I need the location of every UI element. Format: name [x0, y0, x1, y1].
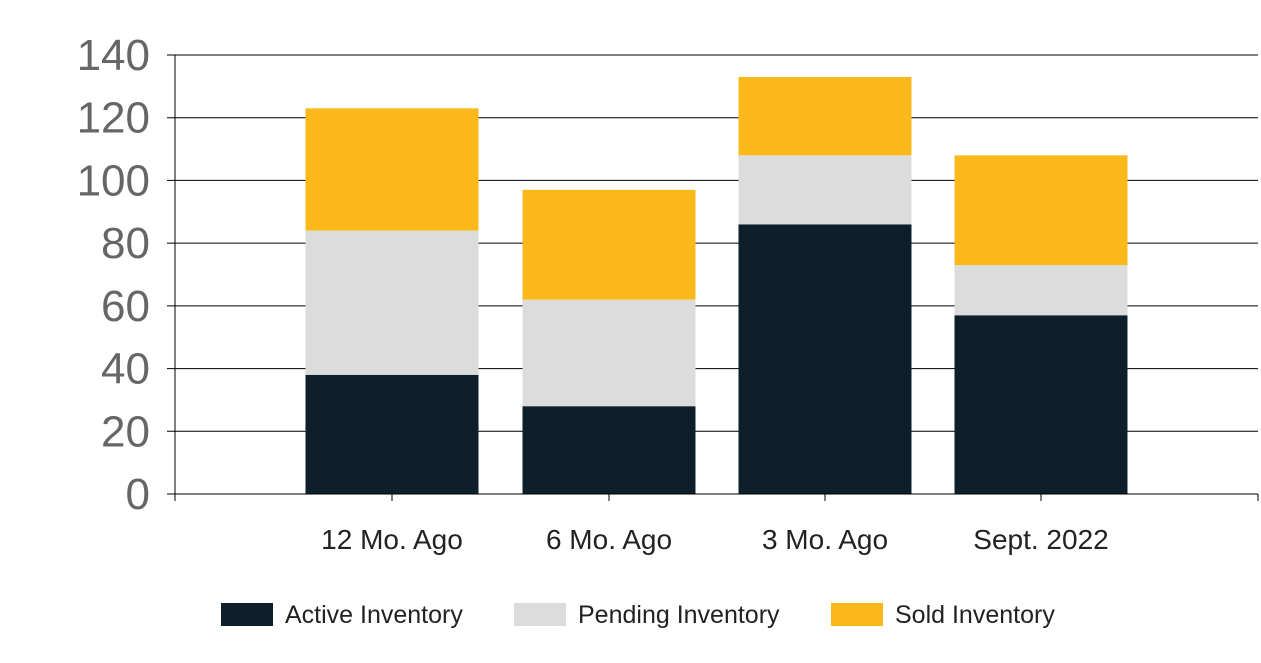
legend-item-active-inventory: Active Inventory [221, 601, 463, 629]
bar-pending-inventory-1 [305, 230, 479, 375]
legend-item-pending-inventory: Pending Inventory [514, 601, 780, 629]
bar-pending-inventory-2 [522, 299, 696, 407]
legend-label: Active Inventory [285, 601, 463, 629]
bar-active-inventory-1 [305, 374, 479, 494]
legend-label: Pending Inventory [578, 601, 780, 629]
legend-swatch [831, 603, 883, 626]
bar-sold-inventory-3 [738, 76, 912, 156]
legend-swatch [514, 603, 566, 626]
y-tick-label: 100 [77, 156, 150, 205]
x-tick-label: 6 Mo. Ago [546, 524, 672, 555]
x-tick-label: 12 Mo. Ago [321, 524, 463, 555]
legend-item-sold-inventory: Sold Inventory [831, 601, 1055, 629]
y-tick-label: 20 [101, 407, 150, 456]
bar-sold-inventory-4 [954, 155, 1128, 266]
legend-label: Sold Inventory [895, 601, 1055, 629]
y-tick-label: 0 [126, 470, 150, 519]
bar-active-inventory-3 [738, 224, 912, 495]
y-tick-labels: 0 20 40 60 80 100 120 140 [77, 31, 150, 519]
y-tick-label: 60 [101, 282, 150, 331]
x-tick-labels: 12 Mo. Ago 6 Mo. Ago 3 Mo. Ago Sept. 2022 [321, 524, 1109, 555]
bar-pending-inventory-3 [738, 155, 912, 225]
y-tick-label: 120 [77, 94, 150, 143]
x-tick-label: 3 Mo. Ago [762, 524, 888, 555]
bars [305, 76, 1128, 495]
axes [167, 55, 1259, 501]
y-tick-label: 80 [101, 219, 150, 268]
bar-active-inventory-4 [954, 315, 1128, 494]
x-tick-label: Sept. 2022 [973, 524, 1108, 555]
y-tick-label: 40 [101, 345, 150, 394]
y-tick-label: 140 [77, 31, 150, 80]
bar-active-inventory-2 [522, 406, 696, 494]
bar-sold-inventory-1 [305, 108, 479, 231]
bar-pending-inventory-4 [954, 265, 1128, 316]
bar-sold-inventory-2 [522, 189, 696, 300]
legend-swatch [221, 603, 273, 626]
legend: Active Inventory Pending Inventory Sold In… [221, 601, 1055, 629]
